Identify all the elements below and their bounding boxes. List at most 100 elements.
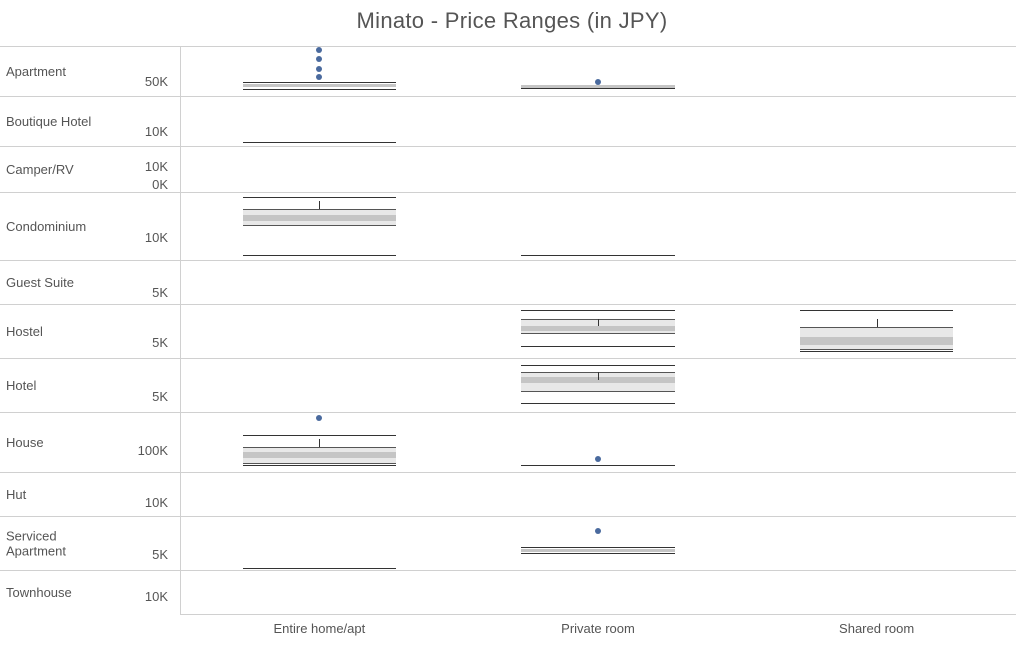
row-condominium: Condominium 10K <box>0 192 1016 260</box>
row-plot-area <box>180 413 1016 472</box>
median-band <box>521 549 674 552</box>
row-plot-area <box>180 571 1016 614</box>
row-label: Boutique Hotel <box>6 114 101 130</box>
whisker-min <box>243 142 396 143</box>
outlier-point <box>595 456 601 462</box>
outlier-point <box>316 415 322 421</box>
y-tick-label: 10K <box>118 589 168 604</box>
whisker-min <box>800 351 953 352</box>
whisker-min <box>521 403 674 404</box>
row-plot-area <box>180 359 1016 412</box>
boxplot <box>800 305 953 359</box>
outlier-point <box>316 56 322 62</box>
boxplot <box>521 413 674 473</box>
y-tick-label: 0K <box>118 177 168 192</box>
y-tick-label: 10K <box>118 230 168 245</box>
row-house: House 100K <box>0 412 1016 472</box>
row-plot-area <box>180 47 1016 96</box>
outlier-point <box>595 528 601 534</box>
whisker-min <box>521 465 674 466</box>
outlier-point <box>595 79 601 85</box>
y-tick-label: 100K <box>118 443 168 458</box>
boxplot <box>521 193 674 261</box>
row-plot-area <box>180 305 1016 358</box>
y-tick-label: 10K <box>118 124 168 139</box>
plot-left-divider <box>180 46 181 614</box>
median-band <box>243 215 396 221</box>
whisker-min <box>243 465 396 466</box>
outlier-point <box>316 66 322 72</box>
x-axis-label: Private room <box>561 621 635 636</box>
outlier-point <box>316 74 322 80</box>
y-tick-label: 5K <box>118 389 168 404</box>
row-guest-suite: Guest Suite 5K <box>0 260 1016 304</box>
median-band <box>800 337 953 345</box>
x-axis: Entire home/apt Private room Shared room <box>180 614 1016 642</box>
row-label: Hostel <box>6 324 101 340</box>
median-tick <box>319 201 320 209</box>
median-band <box>521 326 674 331</box>
row-townhouse: Townhouse 10K <box>0 570 1016 614</box>
x-axis-label: Entire home/apt <box>273 621 365 636</box>
y-tick-label: 5K <box>118 547 168 562</box>
boxplot <box>243 97 396 147</box>
row-label: House <box>6 435 101 451</box>
outlier-point <box>316 47 322 53</box>
row-plot-area <box>180 517 1016 570</box>
row-plot-area <box>180 261 1016 304</box>
row-plot-area <box>180 473 1016 516</box>
whisker-min <box>243 255 396 256</box>
row-serviced-apartment: Serviced Apartment 5K <box>0 516 1016 570</box>
y-tick-label: 5K <box>118 335 168 350</box>
whisker-min <box>521 346 674 347</box>
whisker-min <box>521 553 674 554</box>
row-boutique-hotel: Boutique Hotel 10K <box>0 96 1016 146</box>
y-tick-label: 10K <box>118 159 168 174</box>
whisker-max <box>243 435 396 436</box>
boxplot <box>521 359 674 413</box>
row-apartment: Apartment 50K <box>0 46 1016 96</box>
boxplot <box>521 305 674 359</box>
median-band <box>243 84 396 87</box>
whisker-min <box>521 88 674 89</box>
boxplot <box>243 413 396 473</box>
boxplot <box>521 517 674 571</box>
chart-container: Minato - Price Ranges (in JPY) Entire ho… <box>0 0 1024 671</box>
chart-title: Minato - Price Ranges (in JPY) <box>0 0 1024 46</box>
row-plot-area <box>180 97 1016 146</box>
row-camper-rv: Camper/RV 10K 0K <box>0 146 1016 192</box>
chart-body: Entire home/apt Private room Shared room A… <box>0 46 1024 656</box>
y-tick-label: 5K <box>118 285 168 300</box>
row-label: Condominium <box>6 219 101 235</box>
whisker-min <box>243 89 396 90</box>
row-plot-area <box>180 193 1016 260</box>
median-band <box>243 452 396 458</box>
row-label: Serviced Apartment <box>6 528 101 559</box>
median-tick <box>319 439 320 447</box>
row-hut: Hut 10K <box>0 472 1016 516</box>
row-label: Hut <box>6 487 101 503</box>
row-label: Apartment <box>6 64 101 80</box>
whisker-max <box>521 310 674 311</box>
boxplot <box>521 47 674 97</box>
median-tick <box>877 319 878 327</box>
boxplot <box>243 47 396 97</box>
median-tick <box>598 319 599 326</box>
row-label: Townhouse <box>6 585 101 601</box>
whisker-max <box>243 197 396 198</box>
boxplot <box>243 193 396 261</box>
whisker-max <box>800 310 953 311</box>
row-hotel: Hotel 5K <box>0 358 1016 412</box>
row-label: Camper/RV <box>6 162 101 178</box>
row-plot-area <box>180 147 1016 192</box>
whisker-max <box>521 365 674 366</box>
row-hostel: Hostel 5K <box>0 304 1016 358</box>
x-axis-label: Shared room <box>839 621 914 636</box>
y-tick-label: 10K <box>118 495 168 510</box>
boxplot <box>243 517 396 571</box>
whisker-min <box>521 255 674 256</box>
row-label: Hotel <box>6 378 101 394</box>
median-tick <box>598 372 599 380</box>
y-tick-label: 50K <box>118 74 168 89</box>
row-label: Guest Suite <box>6 275 101 291</box>
